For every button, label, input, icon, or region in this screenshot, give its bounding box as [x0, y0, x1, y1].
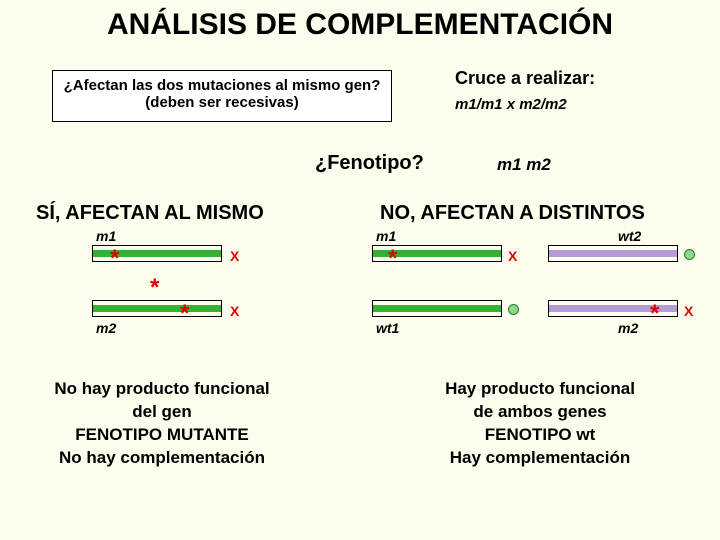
- right-row2-gene-a: [372, 300, 502, 317]
- right-column-header: NO, AFECTAN A DISTINTOS: [380, 202, 645, 225]
- page-title: ANÁLISIS DE COMPLEMENTACIÓN: [0, 8, 720, 42]
- phenotype-result: m1 m2: [497, 155, 551, 175]
- question-box: ¿Afectan las dos mutaciones al mismo gen…: [52, 70, 392, 122]
- left-row1-label: m1: [96, 228, 116, 244]
- dot-icon: [508, 304, 519, 315]
- left-column-header: SÍ, AFECTAN AL MISMO: [36, 202, 264, 225]
- x-mark: X: [508, 248, 517, 264]
- gene-fill: [373, 305, 501, 312]
- phenotype-question: ¿Fenotipo?: [315, 152, 424, 175]
- x-mark: X: [684, 303, 693, 319]
- cross-label: Cruce a realizar:: [455, 68, 595, 89]
- left-row2-label: m2: [96, 320, 116, 336]
- gene-fill: [93, 305, 221, 312]
- star-icon-mid: *: [150, 276, 159, 300]
- right-row1a-label: m1: [376, 228, 396, 244]
- question-line1: ¿Afectan las dos mutaciones al mismo gen…: [53, 77, 391, 94]
- right-row2b-label: m2: [618, 320, 638, 336]
- dot-icon: [684, 249, 695, 260]
- right-row1-gene-b: [548, 245, 678, 262]
- question-line2: (deben ser recesivas): [53, 94, 391, 111]
- right-row1b-label: wt2: [618, 228, 641, 244]
- x-mark: X: [230, 303, 239, 319]
- left-gene-row2: [92, 300, 222, 317]
- right-caption: Hay producto funcionalde ambos genesFENO…: [405, 378, 675, 470]
- x-mark: X: [230, 248, 239, 264]
- star-icon: *: [388, 247, 397, 271]
- left-caption: No hay producto funcionaldel genFENOTIPO…: [22, 378, 302, 470]
- star-icon: *: [110, 247, 119, 271]
- star-icon: *: [650, 302, 659, 326]
- gene-fill: [549, 250, 677, 257]
- right-row2a-label: wt1: [376, 320, 399, 336]
- star-icon: *: [180, 302, 189, 326]
- cross-genotypes: m1/m1 x m2/m2: [455, 96, 567, 113]
